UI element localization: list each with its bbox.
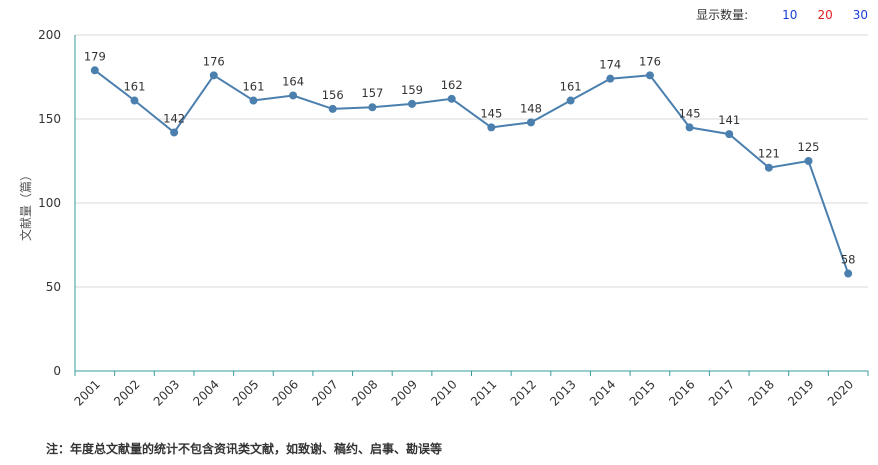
data-point [685, 123, 694, 132]
data-point [804, 157, 813, 165]
x-tick-label: 2006 [270, 377, 301, 408]
footnote: 注：年度总文献量的统计不包含资讯类文献，如致谢、稿约、启事、勘误等 [46, 442, 443, 456]
data-label: 174 [599, 58, 621, 72]
data-label: 159 [401, 83, 423, 97]
x-tick-labels: 2001 2002 2003 2004 2005 2006 2007 2008 2009 2010… [71, 377, 856, 408]
data-point [130, 96, 139, 105]
data-label: 161 [560, 80, 582, 94]
data-labels: 179 161 142 176 161 164 156 157 159 162 145 148 161 1… [84, 49, 856, 266]
data-point [447, 94, 456, 103]
data-point [249, 96, 258, 105]
data-label: 176 [639, 54, 661, 68]
data-label: 179 [84, 49, 106, 63]
data-point [487, 123, 496, 132]
x-tick-label: 2019 [785, 377, 816, 408]
y-tick-label: 200 [38, 28, 61, 42]
data-point [725, 130, 734, 139]
x-tick-label: 2018 [745, 377, 776, 408]
x-tick-label: 2004 [190, 377, 221, 408]
y-tick-label: 0 [53, 364, 61, 378]
grid-lines [75, 34, 868, 288]
y-tick-label: 100 [38, 196, 61, 210]
axes [74, 35, 869, 376]
data-label: 161 [123, 80, 145, 94]
x-tick-label: 2020 [825, 377, 856, 408]
data-label: 125 [798, 140, 820, 154]
x-tick-label: 2008 [349, 377, 380, 408]
display-count-option-30[interactable]: 30 [852, 7, 868, 22]
data-point [328, 104, 337, 113]
x-tick-label: 2005 [230, 377, 261, 408]
data-point [289, 91, 298, 100]
data-point [764, 163, 773, 172]
x-tick-label: 2012 [508, 377, 539, 408]
data-points [90, 66, 853, 278]
data-label: 176 [203, 54, 225, 68]
data-point [170, 128, 179, 137]
data-point [606, 74, 615, 83]
data-point [408, 99, 417, 108]
x-tick-label: 2014 [587, 377, 618, 408]
series-path [94, 69, 850, 274]
data-label: 142 [163, 111, 185, 125]
data-point [844, 269, 853, 278]
display-count-option-10[interactable]: 10 [782, 7, 798, 22]
y-axis-label: 文献量（篇） [18, 169, 33, 241]
data-label: 164 [282, 74, 304, 88]
data-label: 161 [242, 80, 264, 94]
data-label: 121 [758, 147, 780, 161]
data-label: 141 [718, 113, 740, 127]
y-tick-label: 50 [46, 280, 61, 294]
data-label: 162 [441, 78, 463, 92]
data-point [645, 71, 654, 80]
x-tick-label: 2017 [706, 377, 737, 408]
data-label: 145 [679, 106, 701, 120]
data-label: 156 [322, 88, 344, 102]
x-tick-label: 2015 [627, 377, 658, 408]
x-tick-label: 2011 [468, 377, 499, 408]
x-tick-label: 2001 [71, 377, 102, 408]
display-count-control: 显示数量: 10 20 30 [696, 6, 868, 23]
x-tick-label: 2003 [151, 377, 182, 408]
x-tick-label: 2010 [428, 377, 459, 408]
display-count-option-20[interactable]: 20 [817, 7, 833, 22]
data-label: 148 [520, 101, 542, 115]
data-point [90, 66, 99, 75]
data-label: 157 [361, 86, 383, 100]
x-tick-label: 2009 [389, 377, 420, 408]
data-point [368, 103, 377, 112]
x-tick-label: 2007 [309, 377, 340, 408]
data-label: 58 [841, 253, 856, 267]
series-line [94, 69, 850, 274]
x-tick-label: 2013 [547, 377, 578, 408]
display-count-label: 显示数量: [696, 8, 749, 22]
y-tick-labels: 0 50 100 150 200 [38, 28, 61, 378]
y-tick-label: 150 [38, 112, 61, 126]
x-tick-label: 2002 [111, 377, 142, 408]
data-point [566, 96, 575, 105]
data-point [526, 118, 535, 127]
data-label: 145 [480, 106, 502, 120]
x-tick-label: 2016 [666, 377, 697, 408]
data-point [209, 71, 218, 80]
